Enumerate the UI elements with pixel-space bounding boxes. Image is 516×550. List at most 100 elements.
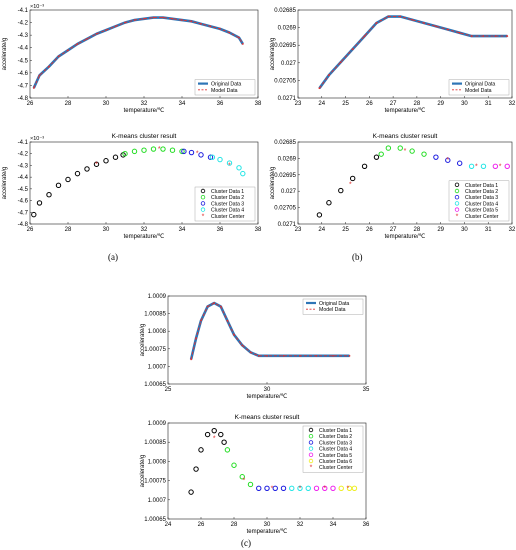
x-tick-label: 26 <box>366 227 373 233</box>
legend-label: Cluster Data 2 <box>465 189 498 195</box>
x-tick-label: 35 <box>363 387 370 393</box>
y-tick-label: -4.1 <box>18 140 29 146</box>
cluster-point <box>103 158 109 164</box>
cluster-point <box>217 156 223 163</box>
x-tick-label: 29 <box>437 227 444 233</box>
y-tick-label: 1.00075 <box>144 347 166 353</box>
data-point <box>241 344 244 347</box>
data-point <box>257 354 260 357</box>
cluster-point <box>239 474 245 480</box>
y-axis-label: accelerate/g <box>2 167 8 200</box>
x-tick-label: 30 <box>103 227 110 233</box>
x-axis-label: temperature/℃ <box>124 108 165 114</box>
legend-label: Model Data <box>211 88 238 94</box>
data-point <box>299 354 301 357</box>
data-point <box>351 48 354 51</box>
cluster-point <box>141 147 147 153</box>
cluster-point <box>207 154 214 160</box>
cluster-point <box>322 485 328 491</box>
series-line-model-data <box>190 302 350 360</box>
x-tick-label: 28 <box>65 227 72 233</box>
data-point <box>219 305 222 308</box>
data-point <box>375 22 378 24</box>
y-tick-label: 0.02695 <box>274 43 296 49</box>
data-point <box>238 36 240 39</box>
y-tick-label: 0.02685 <box>274 8 296 14</box>
legend-swatch <box>454 207 460 212</box>
legend-label: Model Data <box>465 88 492 94</box>
data-point <box>315 354 318 357</box>
data-point <box>213 302 216 304</box>
x-tick-label: 32 <box>141 227 148 233</box>
chart-b_bottom: 23 24 25 26 27 28 29 30 31 32 0.02685 0.0269 0.02695… <box>270 133 516 240</box>
legend-swatch <box>308 452 314 457</box>
cluster-point <box>160 146 166 152</box>
legend-swatch <box>454 201 460 206</box>
legend-label: Original Data <box>211 82 241 88</box>
legend-box <box>194 79 256 96</box>
x-tick-label: 36 <box>217 101 224 107</box>
cluster-center-point: * <box>228 162 231 169</box>
cluster-point <box>198 447 204 453</box>
chart-title: K-means cluster result <box>235 414 300 421</box>
data-point <box>482 35 485 37</box>
legend-label: Cluster Data 4 <box>319 447 352 453</box>
x-tick-label: 26 <box>366 101 373 107</box>
cluster-point <box>272 485 278 491</box>
legend-label: Cluster Center <box>319 465 353 471</box>
cluster-point <box>122 151 128 157</box>
legend-label: Cluster Data 3 <box>465 195 498 201</box>
x-tick-label: 32 <box>297 522 304 528</box>
data-point <box>76 43 79 45</box>
x-tick-label: 29 <box>437 101 444 107</box>
x-tick-label: 28 <box>231 522 238 528</box>
data-point <box>233 333 235 336</box>
cluster-point <box>46 192 52 198</box>
x-tick-label: 30 <box>264 522 271 528</box>
data-point <box>249 351 252 354</box>
y-tick-label: 0.0271 <box>278 222 297 228</box>
x-tick-label: 31 <box>485 101 492 107</box>
y-tick-label: 1.0009 <box>148 421 167 427</box>
data-point <box>181 19 183 21</box>
cluster-center-point: * <box>346 485 349 492</box>
legend-swatch <box>454 182 460 187</box>
cluster-point <box>84 166 90 172</box>
legend-label: Cluster Data 6 <box>319 459 352 465</box>
cluster-point <box>504 163 510 169</box>
legend-label: Original Data <box>319 301 349 307</box>
data-point <box>114 25 117 28</box>
data-point <box>399 15 402 18</box>
y-tick-label: -4.6 <box>18 71 29 77</box>
legend-label: Cluster Center <box>211 214 245 220</box>
axis-exponent: ×10⁻³ <box>30 136 44 142</box>
data-point <box>423 22 425 24</box>
legend-label: Cluster Data 2 <box>319 434 352 440</box>
legend-swatch: * <box>456 213 459 220</box>
legend-label: Cluster Center <box>465 214 499 220</box>
data-point <box>411 18 414 21</box>
x-tick-label: 26 <box>27 227 34 233</box>
cluster-point <box>240 170 246 177</box>
y-tick-label: 1.00085 <box>144 312 166 318</box>
y-tick-label: -4.5 <box>18 58 29 64</box>
cluster-point <box>247 481 254 488</box>
y-tick-label: 1.00065 <box>144 382 166 388</box>
data-point <box>200 319 202 322</box>
data-point <box>339 61 342 64</box>
chart-title: K-means cluster result <box>373 133 438 140</box>
legend-label: Cluster Data 4 <box>465 201 498 207</box>
cluster-center-point: * <box>271 485 274 492</box>
x-tick-label: 25 <box>165 387 172 393</box>
caption-a: (a) <box>108 252 118 262</box>
cluster-point <box>36 200 43 206</box>
cluster-point <box>313 485 320 491</box>
x-tick-label: 34 <box>179 101 186 107</box>
data-point <box>200 22 202 25</box>
legend-label: Original Data <box>465 82 495 88</box>
caption-c: (c) <box>241 538 251 548</box>
x-tick-label: 28 <box>414 227 421 233</box>
data-point <box>348 354 351 357</box>
legend-box <box>302 298 364 315</box>
data-point <box>105 29 107 32</box>
